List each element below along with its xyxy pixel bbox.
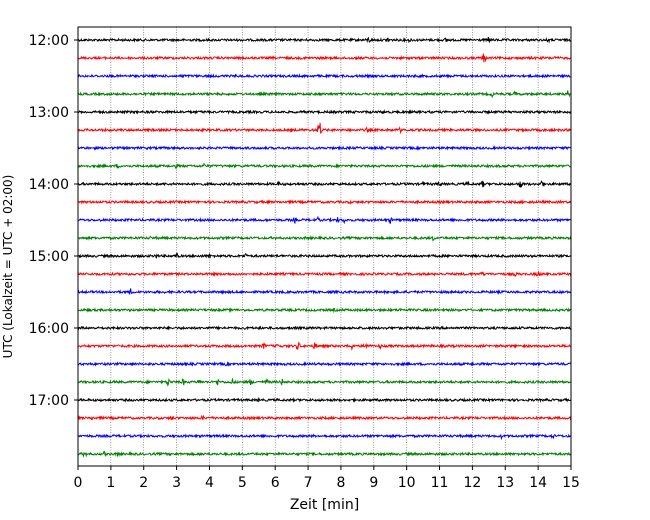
trace-line: [77, 288, 572, 296]
x-axis-label: Zeit [min]: [290, 497, 359, 513]
x-tick-label: 9: [369, 475, 378, 491]
trace-line: [77, 73, 572, 79]
y-tick-label: 16:00: [29, 321, 69, 337]
x-tick-label: 15: [562, 475, 580, 491]
x-axis: 0 1 2 3 4 5 6 7 8 9 10 11 12 13 14 15: [74, 466, 580, 491]
plot-frame: [77, 26, 572, 467]
x-tick-label: 7: [304, 475, 313, 491]
trace-line: [77, 325, 572, 331]
trace-line: [77, 122, 572, 135]
x-tick-label: 4: [205, 475, 214, 491]
trace-line: [77, 162, 572, 170]
trace-line: [77, 215, 572, 225]
trace-line: [77, 53, 572, 63]
trace-line: [77, 307, 572, 314]
trace-line: [77, 378, 572, 387]
trace-line: [77, 270, 572, 278]
trace-line: [77, 450, 572, 458]
x-tick-label: 13: [496, 475, 514, 491]
vertical-grid: [110, 27, 539, 466]
trace-group: [77, 36, 572, 458]
trace-line: [77, 235, 572, 242]
x-tick-label: 2: [139, 475, 148, 491]
x-tick-label: 11: [431, 475, 449, 491]
trace-line: [77, 360, 572, 367]
trace-line: [77, 414, 572, 421]
y-tick-label: 14:00: [29, 177, 69, 193]
x-tick-label: 14: [529, 475, 547, 491]
x-tick-label: 5: [238, 475, 247, 491]
y-tick-label: 17:00: [29, 393, 69, 409]
y-tick-label: 12:00: [29, 33, 69, 49]
trace-line: [77, 341, 572, 351]
trace-line: [77, 432, 572, 441]
trace-line: [77, 396, 572, 403]
x-tick-label: 10: [398, 475, 416, 491]
trace-line: [77, 198, 572, 205]
trace-line: [77, 109, 572, 115]
x-tick-label: 6: [271, 475, 280, 491]
trace-line: [77, 36, 572, 44]
y-axis-label: UTC (Lokalzeit = UTC + 02:00): [1, 175, 15, 359]
trace-line: [77, 252, 572, 259]
x-tick-label: 8: [336, 475, 345, 491]
trace-line: [77, 90, 572, 99]
x-tick-label: 12: [463, 475, 481, 491]
y-tick-label: 13:00: [29, 105, 69, 121]
x-tick-label: 3: [172, 475, 181, 491]
y-tick-label: 15:00: [29, 249, 69, 265]
x-tick-label: 0: [74, 475, 83, 491]
trace-line: [77, 145, 572, 151]
trace-line: [77, 180, 572, 188]
y-axis: 12:00 13:00 14:00 15:00 16:00 17:00: [29, 33, 78, 409]
x-tick-label: 1: [106, 475, 115, 491]
